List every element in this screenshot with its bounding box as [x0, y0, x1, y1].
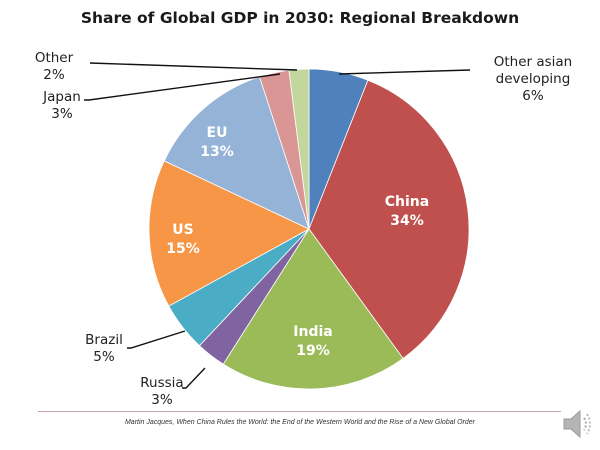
slice-label-other: Other 2% — [35, 50, 74, 83]
chart-title: Share of Global GDP in 2030: Regional Br… — [80, 9, 520, 27]
speaker-icon[interactable] — [561, 407, 595, 441]
data-label-name: EU — [207, 125, 228, 141]
data-label-value: 2% — [43, 67, 65, 83]
slice-label-other-asian-developing: Other asian developing 6% — [494, 54, 573, 104]
data-label-value: 34% — [390, 213, 424, 229]
data-label-value: 13% — [200, 144, 234, 160]
data-label-name: US — [172, 222, 193, 238]
pie-slices — [148, 68, 470, 390]
data-label-name: Other asian — [494, 54, 573, 70]
pie-chart: Other asian developing 6% China 34% India 19% R… — [35, 50, 572, 408]
slice-label-india: India 19% — [293, 324, 332, 359]
data-label-name: Brazil — [85, 332, 123, 348]
source-citation: Martin Jacques, When China Rules the Wor… — [124, 419, 476, 426]
leader-line-japan — [84, 73, 281, 101]
leader-line-other-asian-developing — [338, 69, 471, 75]
slice-label-russia: Russia 3% — [140, 375, 183, 408]
data-label-name: Russia — [140, 375, 183, 391]
data-label-value: 19% — [296, 343, 330, 359]
pie-slice-eu — [163, 76, 310, 230]
slice-label-japan: Japan 3% — [42, 89, 81, 122]
data-label-name: Japan — [42, 89, 81, 105]
pie-slice-us — [148, 160, 310, 307]
data-label-name: China — [385, 194, 429, 210]
leader-lines — [84, 62, 471, 389]
leader-line-russia — [182, 367, 206, 389]
data-label-value: 3% — [151, 392, 173, 408]
leader-line-other — [89, 62, 298, 71]
leader-line-brazil — [127, 330, 186, 349]
slice-label-eu: EU 13% — [200, 125, 234, 160]
slice-label-china: China 34% — [385, 194, 429, 229]
data-label-name: India — [293, 324, 332, 340]
slice-label-us: US 15% — [166, 222, 200, 257]
data-label-name: developing — [496, 71, 571, 87]
data-label-value: 15% — [166, 241, 200, 257]
data-label-name: Other — [35, 50, 74, 66]
footer-divider — [38, 411, 561, 412]
slice-label-brazil: Brazil 5% — [85, 332, 123, 365]
pie-slice-india — [222, 228, 404, 390]
pie-slice-china — [308, 79, 470, 360]
data-label-value: 3% — [51, 106, 73, 122]
data-label-value: 5% — [93, 349, 115, 365]
slice-labels: Other asian developing 6% China 34% India 19% R… — [35, 50, 572, 408]
data-label-value: 6% — [522, 88, 544, 104]
